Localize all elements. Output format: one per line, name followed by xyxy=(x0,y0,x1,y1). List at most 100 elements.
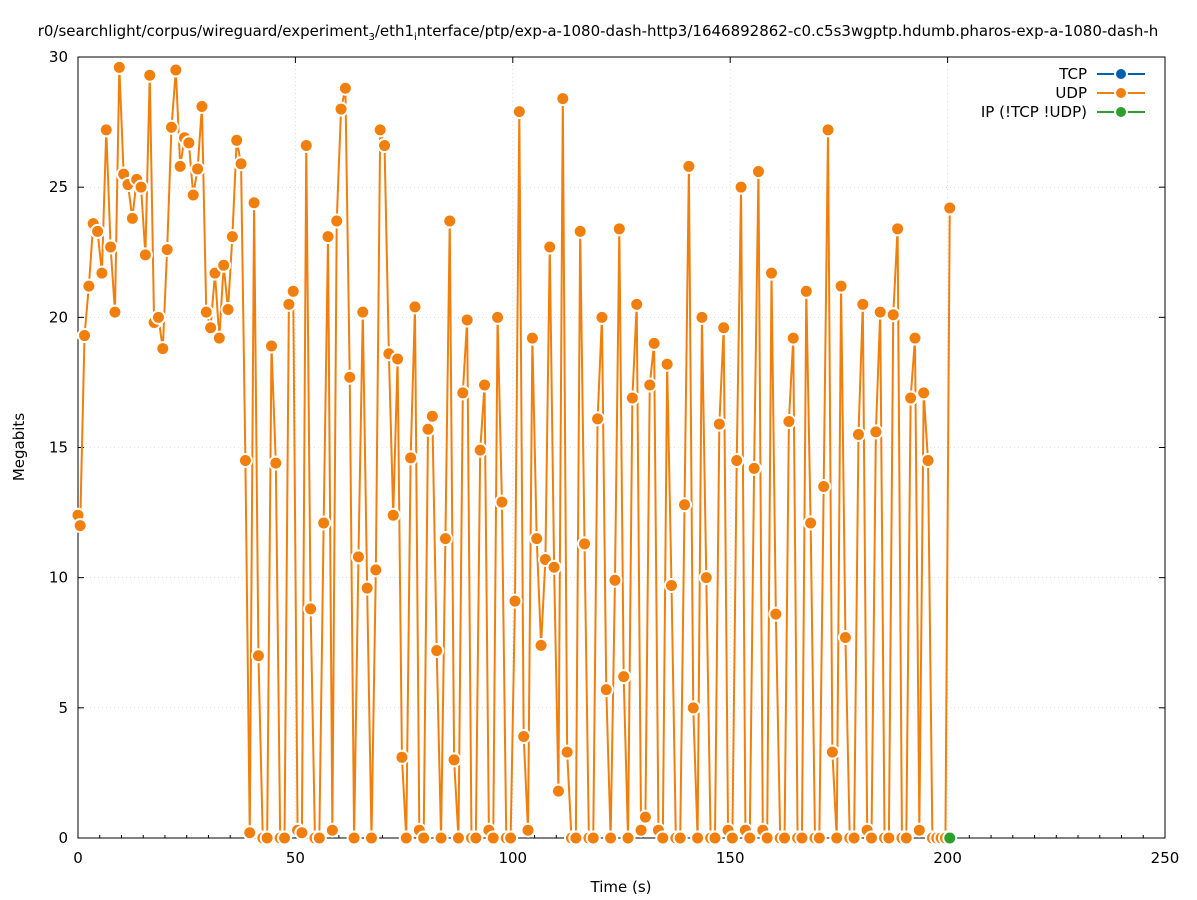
data-point xyxy=(742,830,758,846)
y-tick-label: 30 xyxy=(49,48,68,66)
data-point xyxy=(550,783,566,799)
data-point xyxy=(377,138,393,154)
data-point xyxy=(572,223,588,239)
data-point xyxy=(268,455,284,471)
data-point xyxy=(285,283,301,299)
data-point xyxy=(355,304,371,320)
data-point xyxy=(359,580,375,596)
y-tick-label: 10 xyxy=(49,569,68,587)
data-point xyxy=(468,830,484,846)
data-point xyxy=(429,643,445,659)
data-point xyxy=(555,91,571,107)
data-point xyxy=(507,593,523,609)
data-point xyxy=(155,341,171,357)
data-point xyxy=(642,377,658,393)
data-point xyxy=(263,338,279,354)
data-point xyxy=(798,283,814,299)
data-point xyxy=(294,825,310,841)
data-point xyxy=(516,728,532,744)
data-point xyxy=(159,242,175,258)
data-point xyxy=(872,304,888,320)
data-point xyxy=(733,179,749,195)
chart-title-prefix: r0/searchlight/corpus/wireguard/experime… xyxy=(38,22,369,40)
data-point xyxy=(833,278,849,294)
data-point xyxy=(437,531,453,547)
data-point xyxy=(203,320,219,336)
data-point xyxy=(394,749,410,765)
series-layer xyxy=(70,59,958,846)
data-point xyxy=(594,309,610,325)
data-point xyxy=(690,830,706,846)
data-point xyxy=(890,221,906,237)
data-point xyxy=(633,822,649,838)
series-line xyxy=(77,66,951,839)
data-point xyxy=(646,335,662,351)
data-point xyxy=(624,390,640,406)
data-point xyxy=(124,210,140,226)
data-point xyxy=(198,304,214,320)
data-point xyxy=(142,67,158,83)
data-point xyxy=(337,80,353,96)
data-point xyxy=(346,830,362,846)
data-point xyxy=(637,809,653,825)
data-point xyxy=(103,239,119,255)
y-tick-label: 0 xyxy=(58,829,68,847)
data-point xyxy=(298,138,314,154)
data-point xyxy=(916,385,932,401)
data-point xyxy=(250,648,266,664)
data-point xyxy=(72,518,88,534)
data-point xyxy=(846,830,862,846)
data-point xyxy=(216,257,232,273)
data-point xyxy=(511,104,527,120)
data-point xyxy=(98,122,114,138)
data-point xyxy=(820,122,836,138)
series-1 xyxy=(70,59,958,846)
data-point xyxy=(716,320,732,336)
chart-title-suffix: nterface/ptp/exp-a-1080-dash-http3/16468… xyxy=(417,22,1158,40)
data-point xyxy=(490,309,506,325)
legend-label: IP (!TCP !UDP) xyxy=(981,103,1087,121)
data-point xyxy=(707,830,723,846)
data-point xyxy=(942,200,958,216)
data-point xyxy=(233,156,249,172)
data-point xyxy=(333,101,349,117)
x-tick-label: 150 xyxy=(716,849,745,867)
data-point xyxy=(372,122,388,138)
data-point xyxy=(903,390,919,406)
data-point xyxy=(759,830,775,846)
data-point xyxy=(320,229,336,245)
data-point xyxy=(277,830,293,846)
x-tick-label: 0 xyxy=(73,849,83,867)
data-point xyxy=(237,453,253,469)
data-point xyxy=(190,161,206,177)
legend-label: UDP xyxy=(1055,84,1087,102)
data-point xyxy=(363,830,379,846)
data-point xyxy=(433,830,449,846)
data-point xyxy=(398,830,414,846)
data-point xyxy=(677,497,693,513)
data-point xyxy=(620,830,636,846)
data-point xyxy=(242,825,258,841)
data-point xyxy=(494,494,510,510)
chart-title: r0/searchlight/corpus/wireguard/experime… xyxy=(38,22,1159,43)
data-point xyxy=(259,830,275,846)
data-point xyxy=(785,330,801,346)
data-point xyxy=(698,570,714,586)
data-point xyxy=(324,822,340,838)
y-axis-label: Megabits xyxy=(10,413,28,481)
data-point xyxy=(303,601,319,617)
data-point xyxy=(724,830,740,846)
data-point xyxy=(611,221,627,237)
data-point xyxy=(416,830,432,846)
data-point xyxy=(420,421,436,437)
x-tick-label: 50 xyxy=(286,849,305,867)
data-point xyxy=(603,830,619,846)
data-point xyxy=(520,822,536,838)
data-point xyxy=(907,330,923,346)
data-point xyxy=(664,577,679,593)
data-point xyxy=(729,453,745,469)
data-point xyxy=(768,606,784,622)
data-point xyxy=(568,830,584,846)
data-point xyxy=(816,479,832,495)
